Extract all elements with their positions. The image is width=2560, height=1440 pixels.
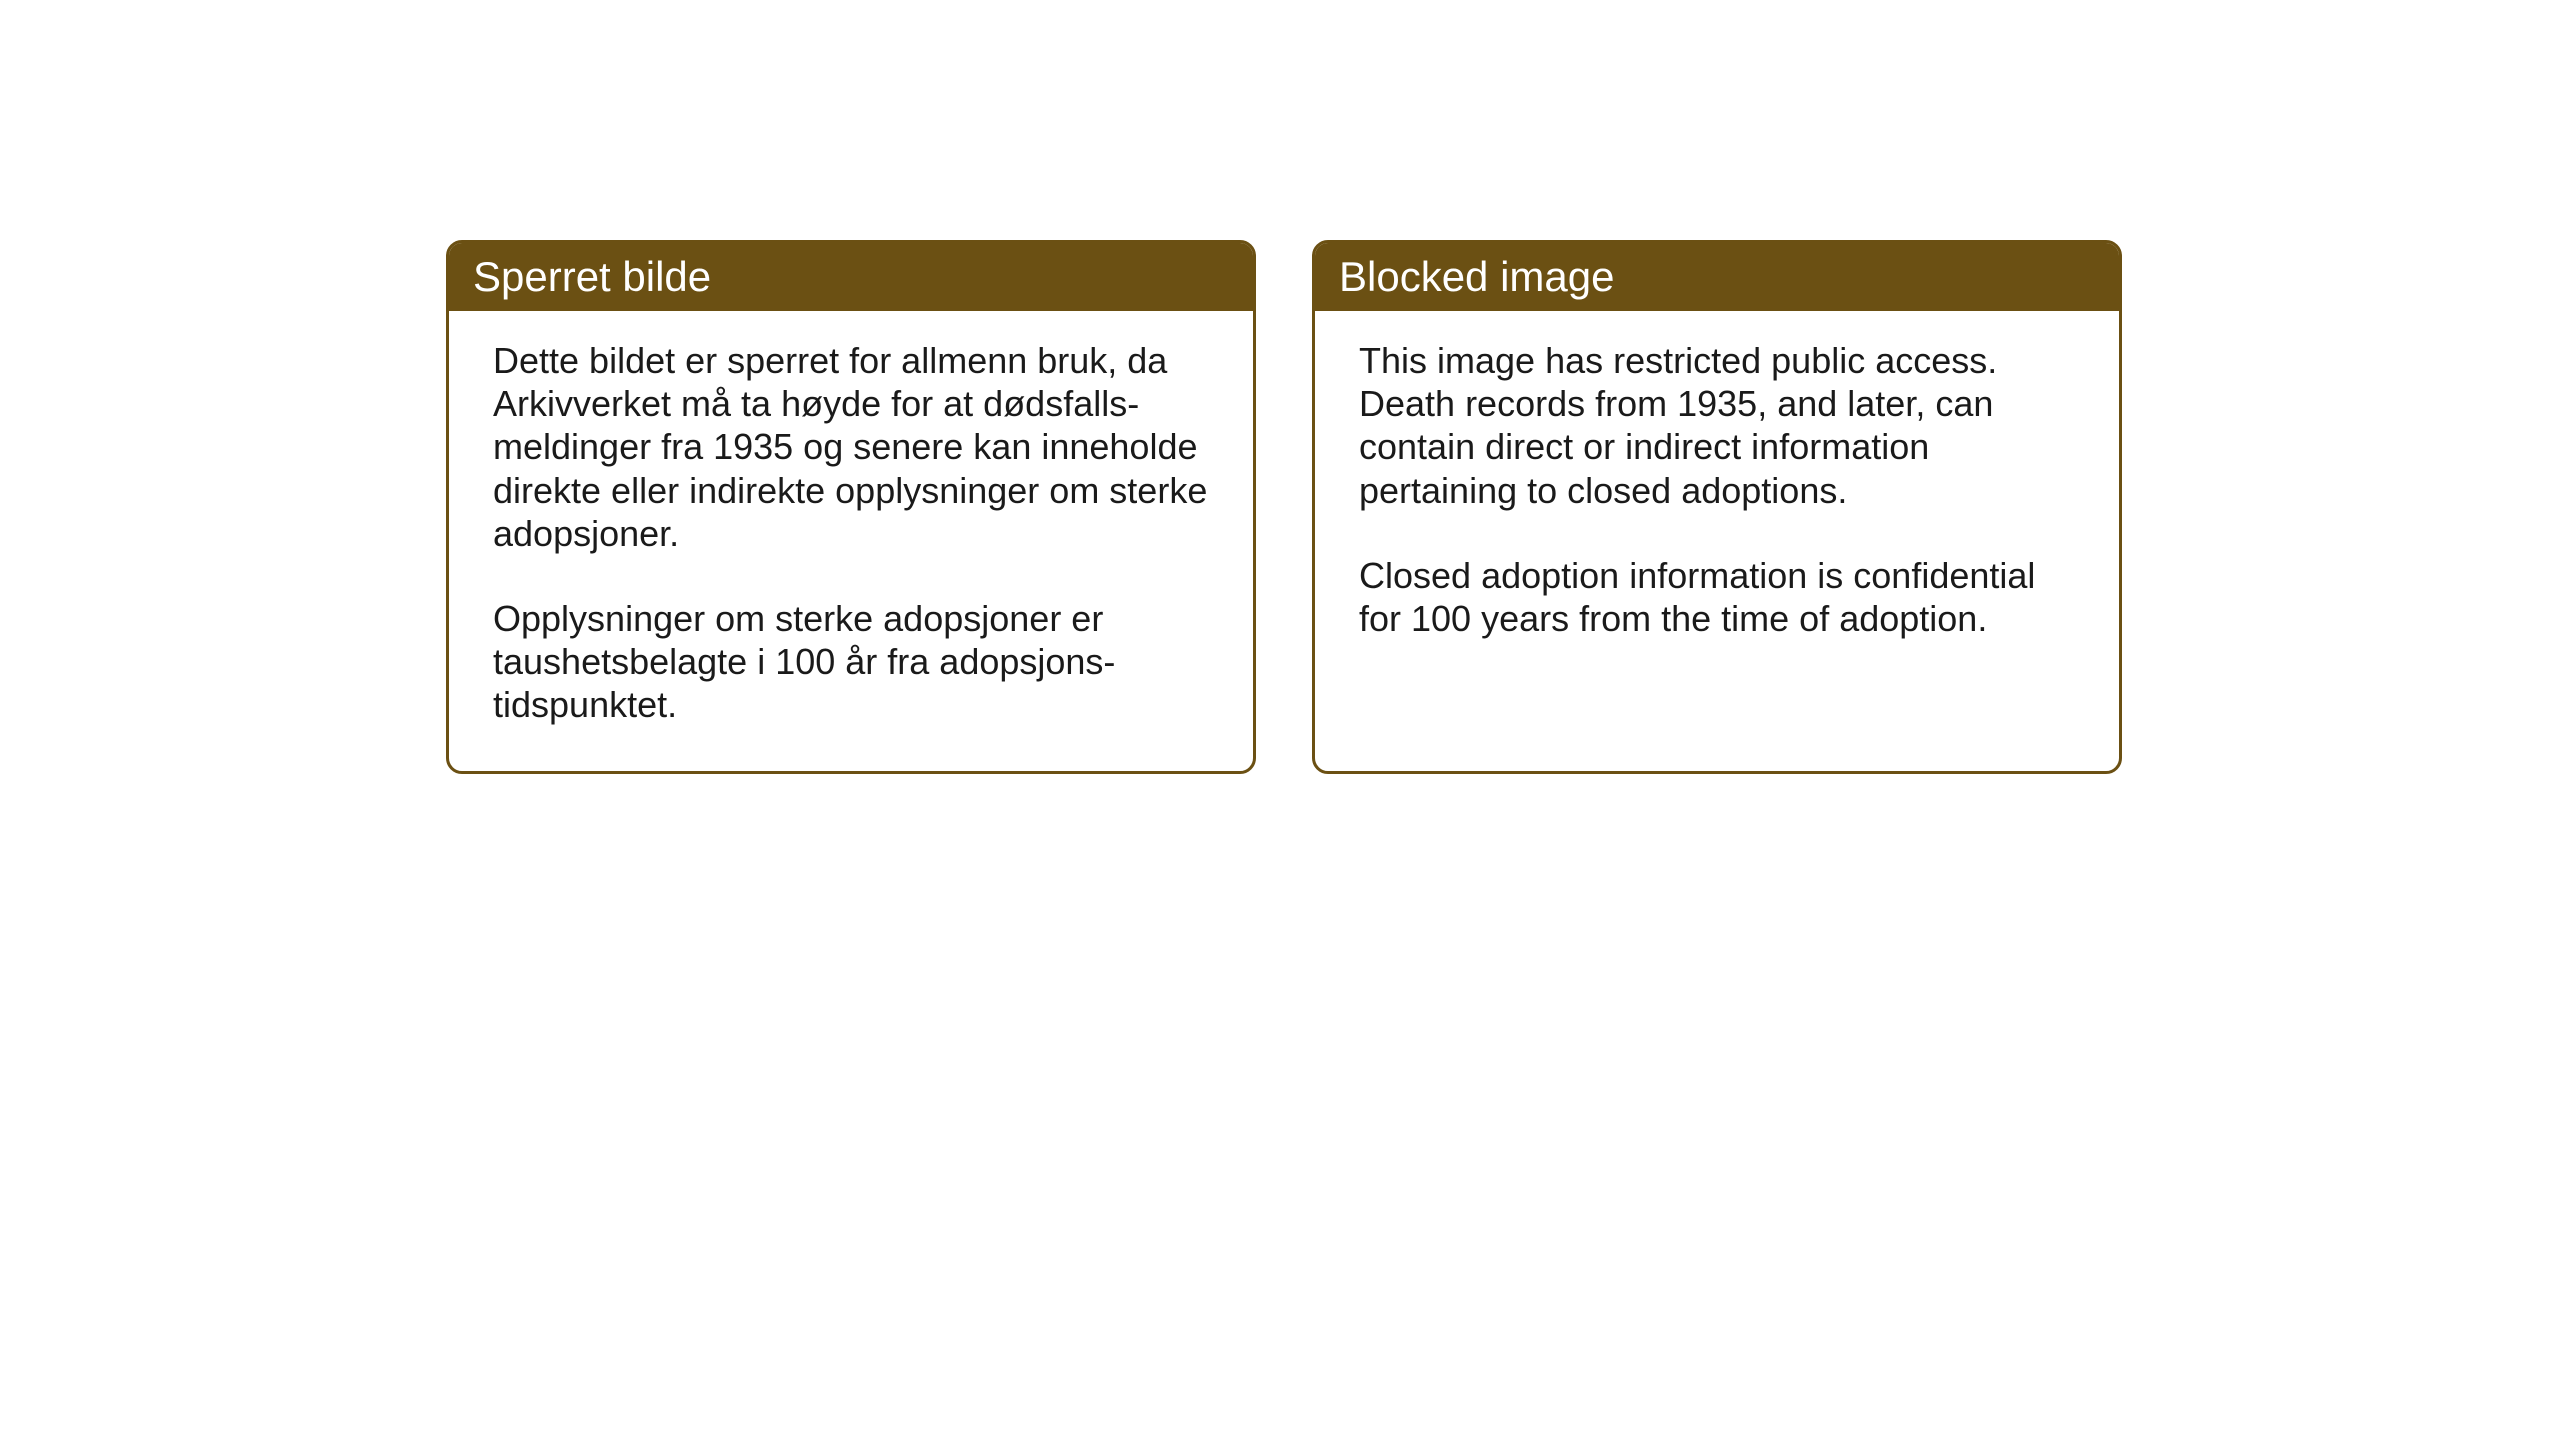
notice-paragraph: This image has restricted public access.…	[1359, 339, 2075, 512]
notice-paragraph: Dette bildet er sperret for allmenn bruk…	[493, 339, 1209, 555]
notices-container: Sperret bilde Dette bildet er sperret fo…	[446, 240, 2122, 774]
notice-body-english: This image has restricted public access.…	[1315, 311, 2119, 684]
notice-body-norwegian: Dette bildet er sperret for allmenn bruk…	[449, 311, 1253, 771]
notice-title-norwegian: Sperret bilde	[473, 253, 711, 300]
notice-box-english: Blocked image This image has restricted …	[1312, 240, 2122, 774]
notice-header-english: Blocked image	[1315, 243, 2119, 311]
notice-paragraph: Closed adoption information is confident…	[1359, 554, 2075, 640]
notice-box-norwegian: Sperret bilde Dette bildet er sperret fo…	[446, 240, 1256, 774]
notice-header-norwegian: Sperret bilde	[449, 243, 1253, 311]
notice-title-english: Blocked image	[1339, 253, 1614, 300]
notice-paragraph: Opplysninger om sterke adopsjoner er tau…	[493, 597, 1209, 727]
